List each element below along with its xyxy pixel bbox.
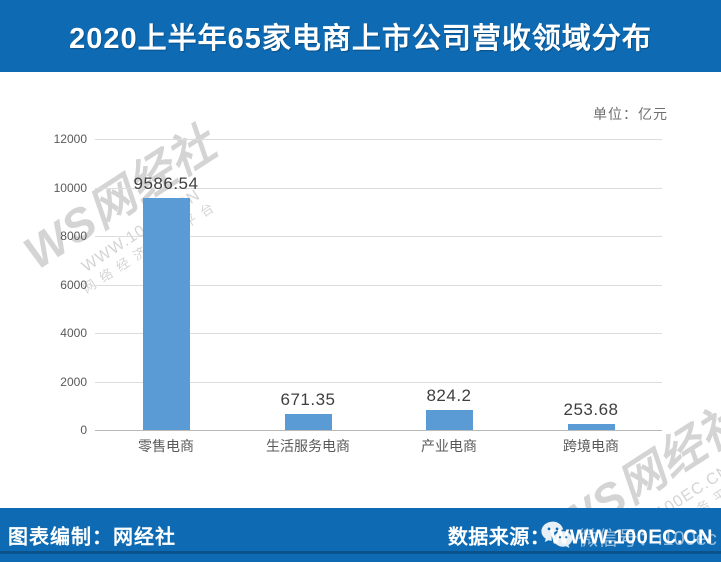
title-bar: 2020上半年65家电商上市公司营收领域分布 (0, 0, 721, 72)
x-category-label: 零售电商 (138, 438, 194, 454)
y-tick-label: 6000 (60, 277, 87, 292)
gridline (95, 333, 662, 334)
unit-label: 单位：亿元 (593, 106, 668, 122)
bar-零售电商 (142, 197, 190, 430)
chart-title: 2020上半年65家电商上市公司营收领域分布 (69, 23, 652, 55)
gridline (95, 236, 662, 237)
bar-生活服务电商 (284, 413, 332, 430)
y-tick-label: 0 (80, 423, 87, 437)
bar-跨境电商 (567, 423, 615, 430)
wechat-id-text: 微信号：i100ec (578, 527, 717, 550)
y-tick-label: 10000 (53, 180, 87, 195)
y-tick-label: 12000 (53, 132, 87, 146)
chart-area: WS网经社 WWW.100EC.CN 网络经济服务平台 WS网经社 WWW.10… (0, 72, 721, 562)
footer-credit: 图表编制：网经社 (8, 526, 176, 549)
gridline (95, 284, 662, 286)
footer-source: 数据来源：WWW.100EC.CN (447, 526, 713, 549)
y-tick-label: 4000 (60, 326, 87, 340)
gridline (95, 187, 662, 189)
gridline (95, 139, 662, 140)
bar-产业电商 (425, 410, 473, 430)
x-category-label: 产业电商 (421, 438, 477, 454)
y-tick-label: 2000 (60, 374, 87, 389)
bar-value-label: 824.2 (426, 386, 472, 405)
bar-value-label: 671.35 (280, 389, 336, 409)
footer-bar: 图表编制：网经社 数据来源：WWW.100EC.CN 微信号：i100ec (0, 508, 721, 562)
bar-value-label: 253.68 (563, 399, 619, 419)
gridline (95, 381, 662, 383)
bar-value-label: 9586.54 (133, 173, 199, 193)
wechat-overlay: 微信号：i100ec (540, 520, 717, 552)
x-category-label: 跨境电商 (563, 438, 619, 454)
x-axis-line (95, 430, 662, 431)
wechat-icon (541, 521, 573, 548)
x-category-label: 生活服务电商 (266, 438, 350, 454)
plot-area: 0 2000 4000 6000 8000 10000 12000 9586.54 零售电商 67… (54, 132, 662, 454)
y-tick-label: 8000 (60, 229, 87, 243)
